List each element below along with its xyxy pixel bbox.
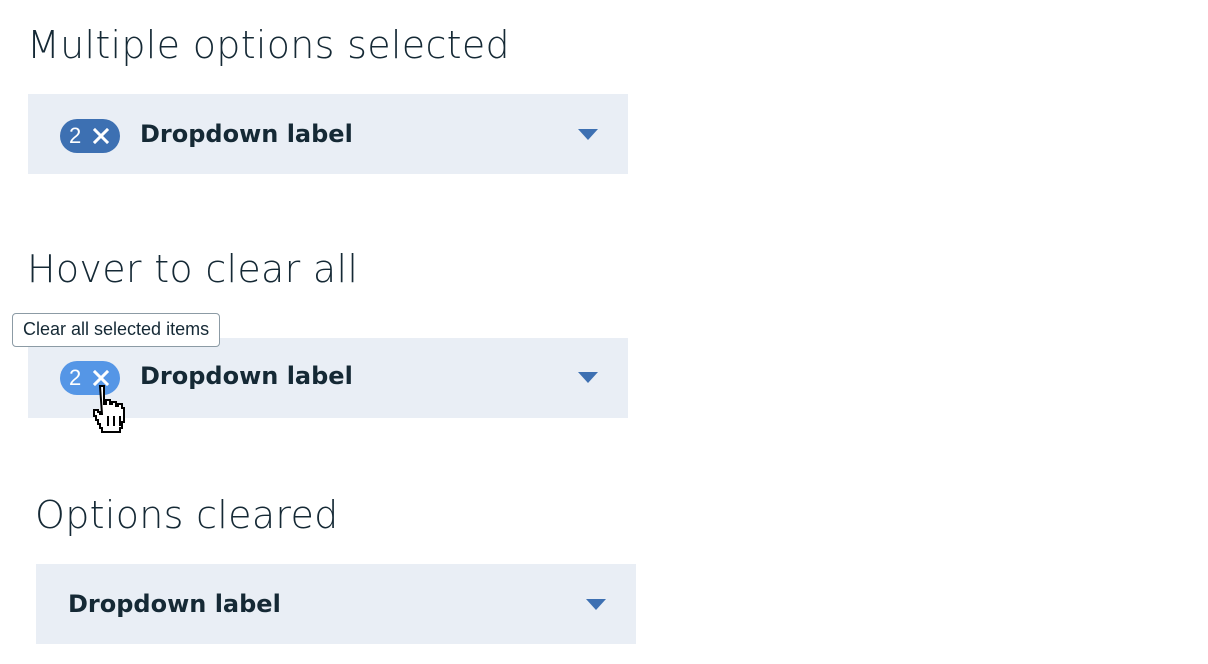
dropdown-multiselect[interactable]: 2 Dropdown label [28, 94, 628, 174]
caret-down-icon[interactable] [578, 129, 598, 140]
close-icon[interactable] [93, 128, 109, 144]
selection-count: 2 [69, 123, 82, 148]
section-title-multiple-selected: Multiple options selected [27, 23, 510, 67]
caret-down-icon[interactable] [578, 372, 598, 383]
selection-count-tag-hover[interactable]: 2 [60, 361, 120, 395]
caret-down-icon[interactable] [586, 599, 606, 610]
section-title-hover-clear: Hover to clear all [27, 247, 359, 291]
dropdown-label: Dropdown label [140, 362, 353, 390]
dropdown-cleared[interactable]: Dropdown label [36, 564, 636, 644]
dropdown-multiselect-hover[interactable]: 2 Dropdown label [28, 338, 628, 418]
dropdown-label: Dropdown label [68, 590, 281, 618]
selection-count: 2 [69, 365, 82, 390]
clear-all-tooltip: Clear all selected items [12, 313, 221, 347]
section-title-options-cleared: Options cleared [35, 493, 339, 537]
dropdown-label: Dropdown label [140, 120, 353, 148]
selection-count-tag[interactable]: 2 [60, 119, 120, 153]
close-icon[interactable] [93, 370, 109, 386]
